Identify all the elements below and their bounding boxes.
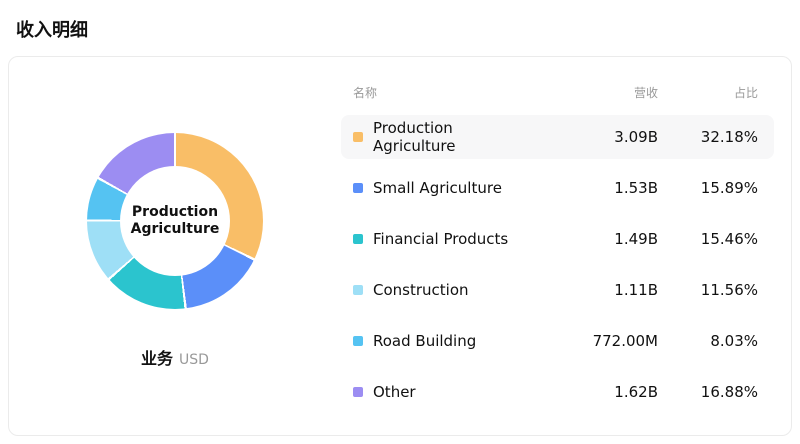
row-share: 32.18% bbox=[700, 128, 758, 146]
donut-chart[interactable]: Production Agriculture bbox=[87, 133, 263, 309]
series-swatch bbox=[353, 234, 363, 244]
row-name: Other bbox=[373, 383, 416, 401]
series-swatch bbox=[353, 336, 363, 346]
row-share: 15.89% bbox=[700, 179, 758, 197]
table-row[interactable]: Small Agriculture 1.53B 15.89% bbox=[341, 166, 774, 210]
row-revenue: 1.49B bbox=[614, 230, 658, 248]
table-row[interactable]: Other 1.62B 16.88% bbox=[341, 370, 774, 414]
table-row[interactable]: Production Agriculture 3.09B 32.18% bbox=[341, 115, 774, 159]
header-name: 名称 bbox=[353, 85, 378, 100]
row-name: Small Agriculture bbox=[373, 179, 502, 197]
row-name: Production Agriculture bbox=[373, 119, 456, 155]
donut-hole bbox=[120, 166, 230, 276]
row-revenue: 772.00M bbox=[592, 332, 658, 350]
donut-center-label: Production Agriculture bbox=[130, 204, 220, 237]
row-revenue: 1.53B bbox=[614, 179, 658, 197]
row-revenue: 1.62B bbox=[614, 383, 658, 401]
row-revenue: 3.09B bbox=[614, 128, 658, 146]
chart-footer-unit: USD bbox=[179, 352, 209, 368]
series-swatch bbox=[353, 183, 363, 193]
table-header-row: 名称 营收 占比 bbox=[341, 81, 774, 103]
series-swatch bbox=[353, 285, 363, 295]
row-share: 8.03% bbox=[710, 332, 758, 350]
table-row[interactable]: Construction 1.11B 11.56% bbox=[341, 268, 774, 312]
breakdown-table: 名称 营收 占比 Production Agriculture 3.09B 32… bbox=[341, 57, 791, 435]
chart-footer-label: 业务 bbox=[141, 349, 174, 368]
series-swatch bbox=[353, 132, 363, 142]
row-name: Road Building bbox=[373, 332, 477, 350]
row-name: Construction bbox=[373, 281, 469, 299]
row-name: Financial Products bbox=[373, 230, 509, 248]
row-share: 11.56% bbox=[700, 281, 758, 299]
header-share: 占比 bbox=[733, 85, 758, 100]
row-share: 16.88% bbox=[700, 383, 758, 401]
chart-footer: 业务 USD bbox=[141, 345, 209, 369]
row-share: 15.46% bbox=[700, 230, 758, 248]
revenue-card: Production Agriculture 业务 USD 名称 营收 占比 Pr… bbox=[8, 56, 792, 436]
table-row[interactable]: Financial Products 1.49B 15.46% bbox=[341, 217, 774, 261]
table-row[interactable]: Road Building 772.00M 8.03% bbox=[341, 319, 774, 363]
row-revenue: 1.11B bbox=[614, 281, 658, 299]
series-swatch bbox=[353, 387, 363, 397]
header-revenue: 营收 bbox=[633, 85, 658, 100]
page-title: 收入明细 bbox=[16, 20, 88, 41]
donut-chart-section: Production Agriculture 业务 USD bbox=[9, 57, 341, 435]
